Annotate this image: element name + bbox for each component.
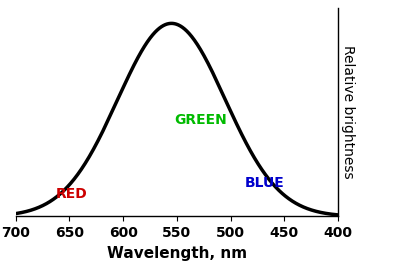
- Text: BLUE: BLUE: [245, 176, 285, 190]
- Text: GREEN: GREEN: [174, 113, 227, 127]
- Y-axis label: Relative brightness: Relative brightness: [341, 45, 354, 179]
- Text: RED: RED: [56, 187, 88, 201]
- X-axis label: Wavelength, nm: Wavelength, nm: [107, 246, 247, 261]
